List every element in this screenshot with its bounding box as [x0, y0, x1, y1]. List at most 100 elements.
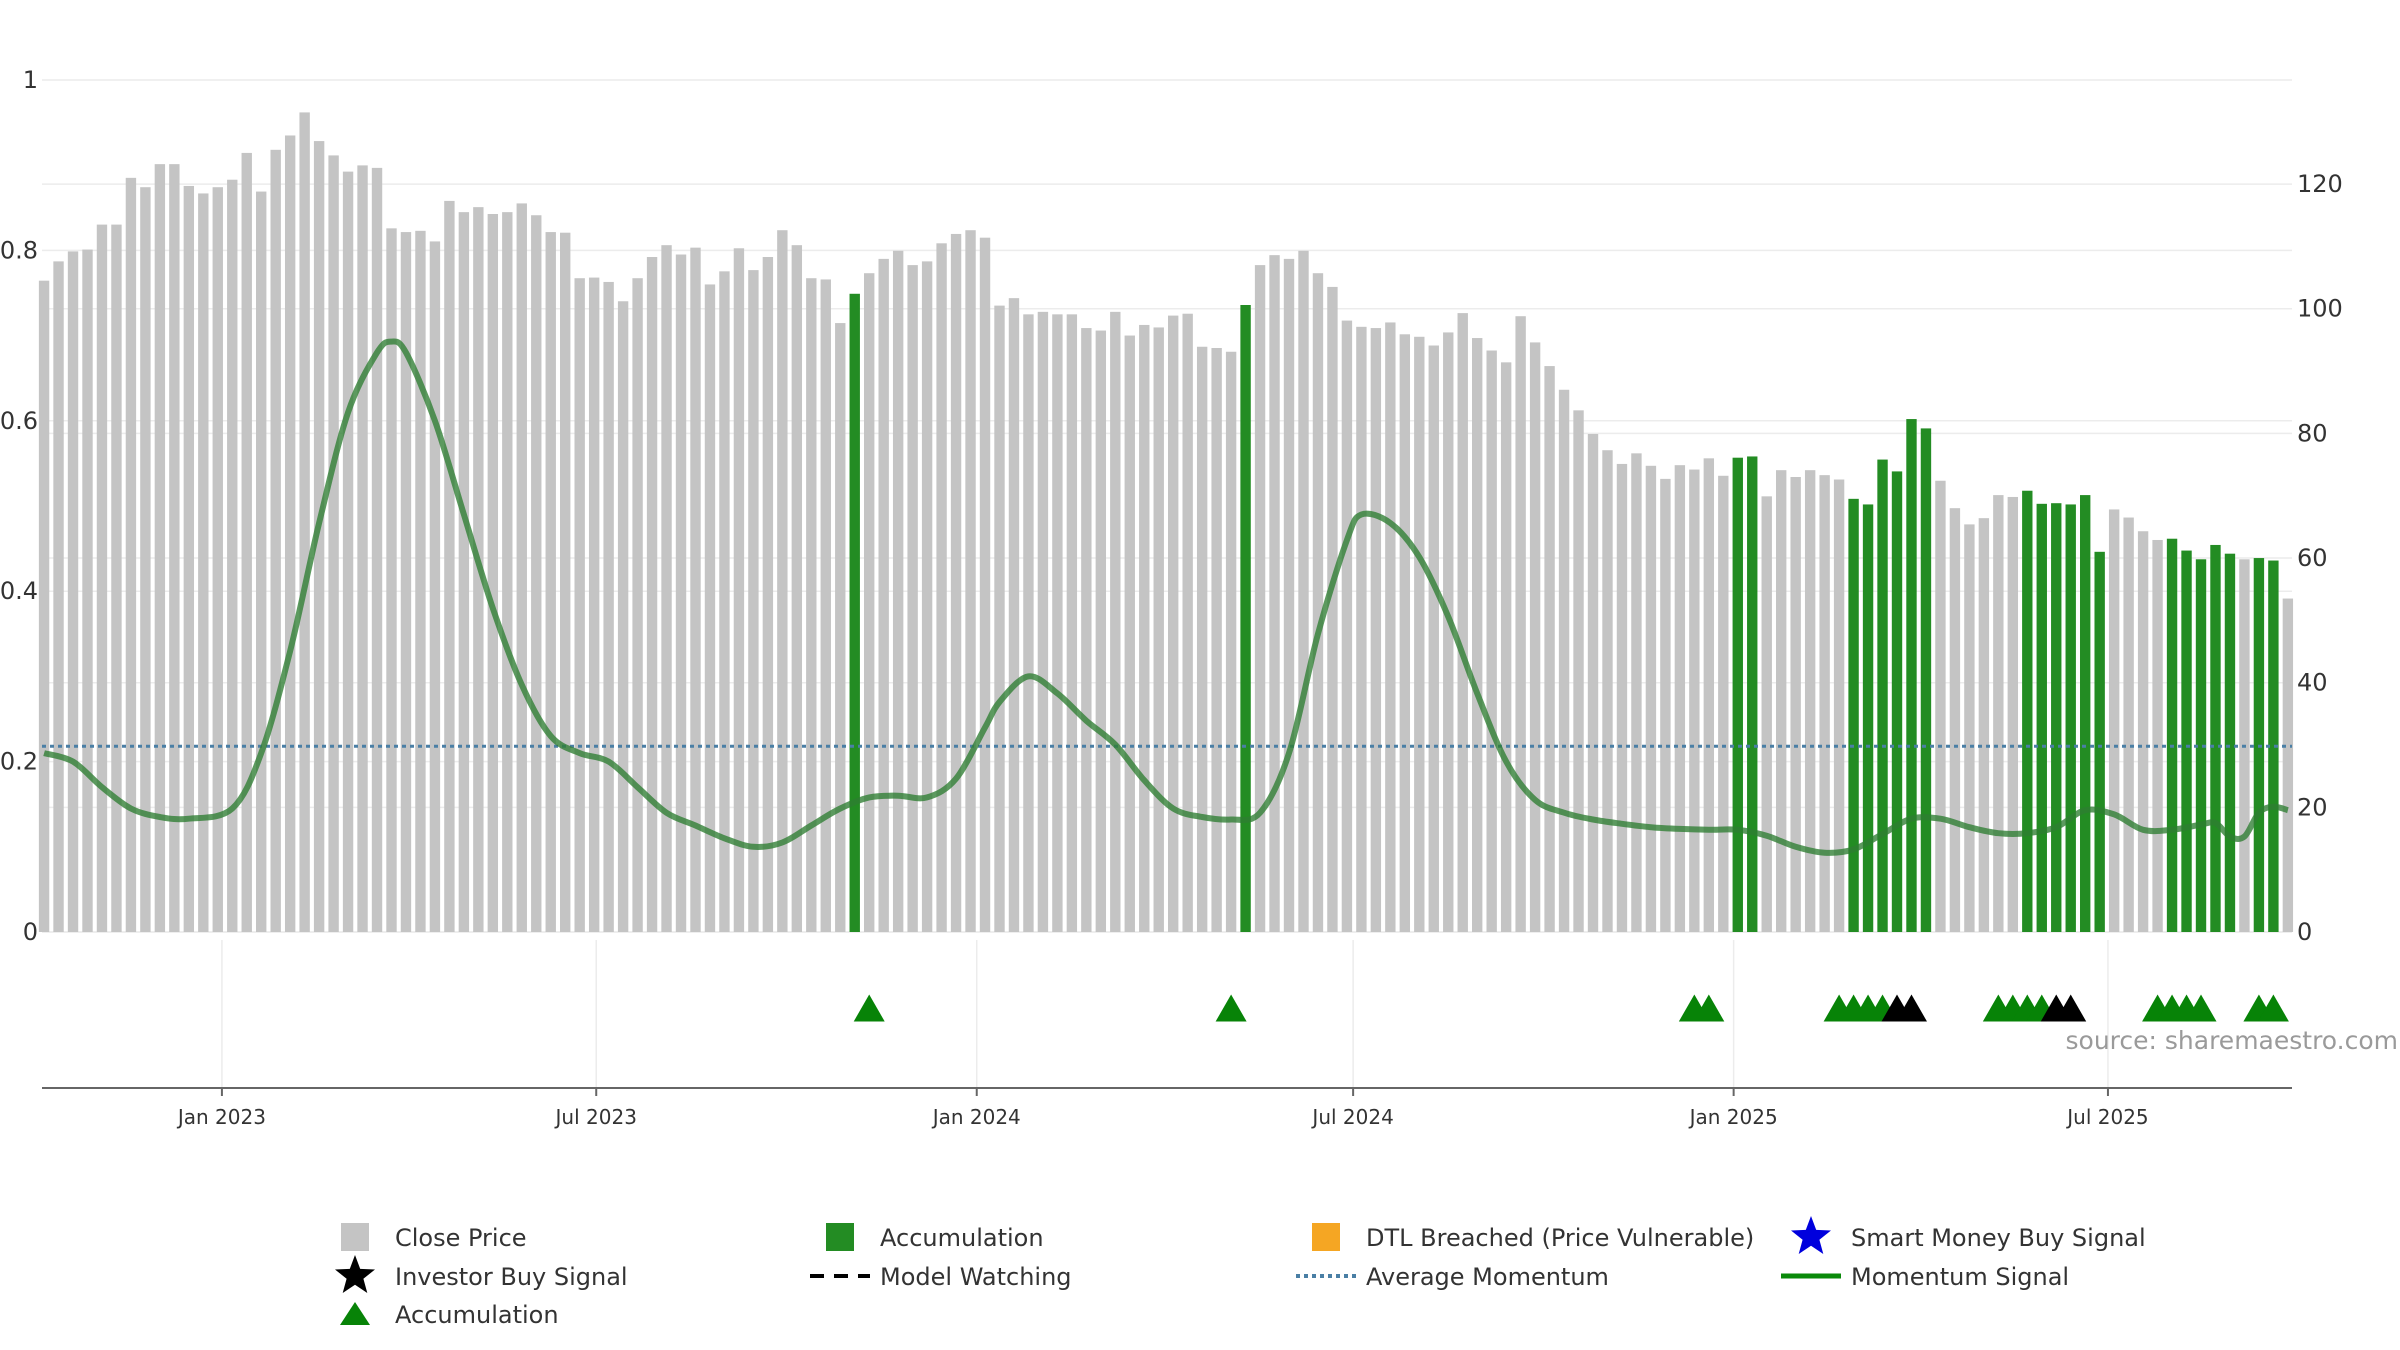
- accumulation-bar: [1747, 456, 1758, 932]
- close-price-bar: [313, 141, 325, 933]
- close-price-bar: [1283, 258, 1295, 933]
- close-price-bar: [965, 230, 976, 932]
- left-axis-tick-label: 0.2: [0, 748, 38, 776]
- legend-label: DTL Breached (Price Vulnerable): [1366, 1224, 1754, 1252]
- legend-swatch-star-black: [335, 1255, 375, 1293]
- close-price-bar: [198, 193, 209, 933]
- close-price-bar: [1385, 322, 1396, 932]
- x-axis-tick-label: Jan 2024: [931, 1105, 1021, 1129]
- close-price-bar: [1558, 389, 1570, 932]
- close-price-bar: [1254, 265, 1266, 932]
- close-price-bar: [183, 185, 195, 932]
- close-price-bar: [1472, 338, 1483, 932]
- accumulation-bar: [2181, 550, 2192, 932]
- close-price-bar: [444, 200, 455, 932]
- close-price-bar: [2108, 509, 2120, 932]
- close-price-bar: [1602, 450, 1613, 932]
- right-axis-tick-label: 60: [2297, 544, 2328, 572]
- close-price-bar: [1298, 250, 1309, 933]
- close-price-bar: [560, 232, 571, 932]
- right-axis-tick-label: 40: [2297, 669, 2328, 697]
- close-price-bar: [1660, 478, 1671, 932]
- close-price-bar: [806, 278, 817, 932]
- close-price-bar: [994, 305, 1005, 932]
- close-price-bar: [212, 187, 223, 932]
- close-price-bar: [632, 278, 643, 932]
- legend-label: Average Momentum: [1366, 1263, 1609, 1291]
- close-price-bar: [1124, 335, 1135, 932]
- close-price-bar: [1153, 327, 1164, 932]
- close-price-bar: [227, 179, 238, 932]
- close-price-bar: [125, 177, 137, 932]
- accumulation-triangle-marker: [1215, 994, 1247, 1022]
- close-price-bar: [429, 241, 441, 932]
- accumulation-bar: [1877, 459, 1888, 932]
- close-price-bar: [704, 284, 716, 932]
- close-price-bar: [1587, 434, 1599, 932]
- axes: 0 0.2 0.4 0.6 0.8 1 0 20 40 60 80 100 120 Jan 2023 Jul…: [0, 66, 2343, 1129]
- close-price-bar: [1139, 324, 1150, 932]
- accumulation-bar: [2210, 544, 2221, 932]
- close-price-bar: [1486, 350, 1497, 932]
- close-price-bar: [400, 232, 412, 933]
- close-price-bar: [1399, 334, 1411, 932]
- investor-buy-triangle-marker: [1895, 994, 1927, 1022]
- close-price-bar: [748, 270, 759, 932]
- close-price-bar: [588, 277, 600, 933]
- x-axis-tick-label: Jul 2023: [554, 1105, 637, 1129]
- close-price-bar: [864, 273, 875, 932]
- accumulation-triangle-marker: [2185, 994, 2217, 1022]
- legend-swatch-square-green: [826, 1223, 854, 1251]
- close-price-bar: [82, 249, 93, 932]
- accumulation-triangle-marker: [853, 994, 885, 1022]
- close-price-bar: [1225, 351, 1237, 932]
- close-price-bar: [169, 164, 180, 933]
- close-price-bar: [603, 281, 614, 932]
- legend-label: Accumulation: [880, 1224, 1044, 1252]
- accumulation-bar: [1848, 498, 1859, 932]
- close-price-bar: [1341, 320, 1353, 933]
- accumulation-bar: [1920, 428, 1932, 932]
- close-price-bar: [2152, 539, 2163, 932]
- accumulation-bar: [2195, 559, 2207, 932]
- left-axis-tick-label: 0.6: [0, 407, 38, 435]
- close-price-bar: [154, 164, 166, 933]
- close-price-bar: [1964, 524, 1975, 932]
- close-price-bar: [328, 155, 339, 932]
- close-price-bar: [2007, 496, 2019, 932]
- close-price-bar: [1544, 366, 1555, 933]
- close-price-bar: [1443, 332, 1454, 932]
- legend-label: Model Watching: [880, 1263, 1072, 1291]
- close-price-bar: [762, 257, 774, 932]
- legend-swatch-triangle-green: [340, 1302, 370, 1325]
- close-price-bar: [936, 243, 947, 932]
- price-bars: [38, 112, 2294, 933]
- close-price-bar: [241, 152, 252, 932]
- close-price-bar: [1718, 475, 1729, 932]
- close-price-bar: [284, 135, 296, 933]
- close-price-bar: [1168, 315, 1179, 932]
- x-axis-tick-label: Jul 2025: [2065, 1105, 2148, 1129]
- x-axis-tick-label: Jul 2024: [1310, 1105, 1393, 1129]
- close-price-bar: [646, 257, 658, 932]
- close-price-bar: [1269, 255, 1280, 933]
- close-price-bar: [1211, 348, 1222, 932]
- accumulation-bar: [2080, 495, 2091, 932]
- source-label: source: sharemaestro.com: [2066, 1026, 2399, 1055]
- right-axis-tick-label: 80: [2297, 419, 2328, 447]
- close-price-bar: [1500, 362, 1512, 932]
- right-axis-tick-label: 100: [2297, 295, 2343, 323]
- close-price-bar: [1790, 477, 1801, 932]
- signal-markers: [853, 994, 2289, 1022]
- close-price-bar: [1978, 518, 1990, 932]
- investor-buy-triangle-marker: [2055, 994, 2087, 1022]
- close-price-bar: [458, 212, 470, 933]
- accumulation-triangle-marker: [2257, 994, 2289, 1022]
- close-price-bar: [1196, 346, 1208, 932]
- close-price-bar: [878, 258, 889, 933]
- close-price-bar: [531, 215, 542, 932]
- close-price-bar: [1761, 496, 1772, 932]
- close-price-bar: [502, 212, 513, 933]
- accumulation-bar: [2036, 503, 2047, 932]
- close-price-bar: [357, 165, 368, 933]
